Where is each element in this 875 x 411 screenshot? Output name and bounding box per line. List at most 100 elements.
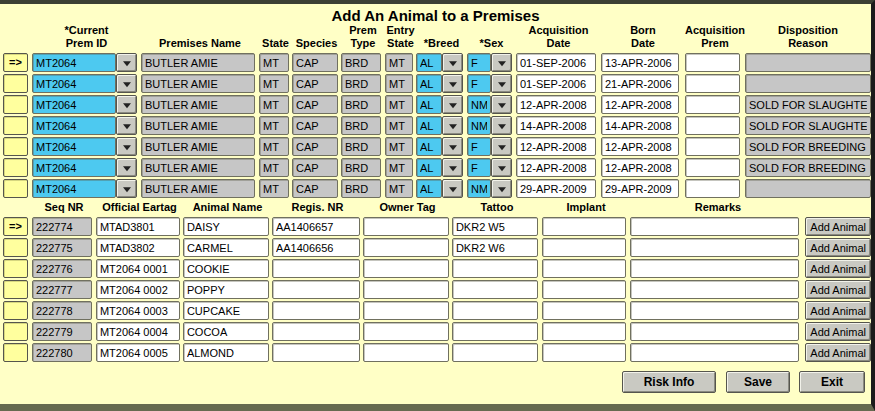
breed-dropdown-button[interactable] — [442, 137, 463, 156]
animal-name-input[interactable] — [183, 301, 269, 320]
animal-name-input[interactable] — [183, 280, 269, 299]
add-animal-button[interactable]: Add Animal — [805, 217, 871, 236]
row-selector[interactable] — [3, 259, 28, 278]
breed-input[interactable] — [416, 179, 442, 198]
prem-id-dropdown-button[interactable] — [116, 158, 137, 177]
acquisition-prem-input[interactable] — [685, 137, 740, 156]
add-animal-button[interactable]: Add Animal — [805, 343, 871, 362]
born-date-input[interactable] — [601, 116, 679, 135]
sex-dropdown-button[interactable] — [491, 116, 512, 135]
acquisition-prem-input[interactable] — [685, 53, 740, 72]
row-selector[interactable]: => — [3, 53, 28, 72]
regis-nr-input[interactable] — [272, 322, 360, 341]
sex-dropdown-button[interactable] — [491, 137, 512, 156]
prem-id-input[interactable] — [32, 74, 116, 93]
owner-tag-input[interactable] — [363, 322, 449, 341]
regis-nr-input[interactable] — [272, 280, 360, 299]
add-animal-button[interactable]: Add Animal — [805, 280, 871, 299]
sex-input[interactable] — [467, 74, 491, 93]
acquisition-prem-input[interactable] — [685, 116, 740, 135]
row-selector[interactable] — [3, 74, 28, 93]
acquisition-date-input[interactable] — [516, 137, 596, 156]
sex-input[interactable] — [467, 179, 491, 198]
acquisition-date-input[interactable] — [516, 95, 596, 114]
regis-nr-input[interactable] — [272, 238, 360, 257]
risk-info-button[interactable]: Risk Info — [622, 371, 716, 393]
prem-id-input[interactable] — [32, 137, 116, 156]
official-eartag-input[interactable] — [96, 259, 180, 278]
acquisition-prem-input[interactable] — [685, 74, 740, 93]
breed-input[interactable] — [416, 74, 442, 93]
row-selector[interactable] — [3, 116, 28, 135]
official-eartag-input[interactable] — [96, 238, 180, 257]
breed-dropdown-button[interactable] — [442, 179, 463, 198]
tattoo-input[interactable] — [452, 259, 538, 278]
add-animal-button[interactable]: Add Animal — [805, 322, 871, 341]
owner-tag-input[interactable] — [363, 259, 449, 278]
owner-tag-input[interactable] — [363, 343, 449, 362]
sex-dropdown-button[interactable] — [491, 74, 512, 93]
breed-dropdown-button[interactable] — [442, 116, 463, 135]
prem-id-dropdown-button[interactable] — [116, 53, 137, 72]
breed-dropdown-button[interactable] — [442, 74, 463, 93]
remarks-input[interactable] — [630, 343, 799, 362]
animal-name-input[interactable] — [183, 238, 269, 257]
tattoo-input[interactable] — [452, 217, 538, 236]
exit-button[interactable]: Exit — [799, 371, 865, 393]
breed-input[interactable] — [416, 158, 442, 177]
animal-name-input[interactable] — [183, 322, 269, 341]
implant-input[interactable] — [542, 217, 626, 236]
acquisition-prem-input[interactable] — [685, 158, 740, 177]
breed-input[interactable] — [416, 95, 442, 114]
row-selector[interactable] — [3, 158, 28, 177]
breed-dropdown-button[interactable] — [442, 158, 463, 177]
prem-id-input[interactable] — [32, 95, 116, 114]
breed-dropdown-button[interactable] — [442, 53, 463, 72]
born-date-input[interactable] — [601, 137, 679, 156]
sex-input[interactable] — [467, 158, 491, 177]
tattoo-input[interactable] — [452, 301, 538, 320]
remarks-input[interactable] — [630, 217, 799, 236]
row-selector[interactable] — [3, 137, 28, 156]
implant-input[interactable] — [542, 280, 626, 299]
official-eartag-input[interactable] — [96, 322, 180, 341]
sex-input[interactable] — [467, 116, 491, 135]
owner-tag-input[interactable] — [363, 238, 449, 257]
animal-name-input[interactable] — [183, 259, 269, 278]
breed-dropdown-button[interactable] — [442, 95, 463, 114]
born-date-input[interactable] — [601, 158, 679, 177]
born-date-input[interactable] — [601, 179, 679, 198]
acquisition-date-input[interactable] — [516, 116, 596, 135]
tattoo-input[interactable] — [452, 322, 538, 341]
prem-id-input[interactable] — [32, 116, 116, 135]
sex-dropdown-button[interactable] — [491, 179, 512, 198]
sex-dropdown-button[interactable] — [491, 158, 512, 177]
sex-dropdown-button[interactable] — [491, 95, 512, 114]
remarks-input[interactable] — [630, 280, 799, 299]
breed-input[interactable] — [416, 53, 442, 72]
implant-input[interactable] — [542, 301, 626, 320]
owner-tag-input[interactable] — [363, 280, 449, 299]
prem-id-input[interactable] — [32, 158, 116, 177]
implant-input[interactable] — [542, 259, 626, 278]
prem-id-dropdown-button[interactable] — [116, 179, 137, 198]
acquisition-date-input[interactable] — [516, 179, 596, 198]
official-eartag-input[interactable] — [96, 343, 180, 362]
add-animal-button[interactable]: Add Animal — [805, 301, 871, 320]
prem-id-dropdown-button[interactable] — [116, 95, 137, 114]
breed-input[interactable] — [416, 116, 442, 135]
sex-input[interactable] — [467, 95, 491, 114]
tattoo-input[interactable] — [452, 343, 538, 362]
implant-input[interactable] — [542, 322, 626, 341]
row-selector[interactable] — [3, 238, 28, 257]
acquisition-prem-input[interactable] — [685, 179, 740, 198]
tattoo-input[interactable] — [452, 238, 538, 257]
owner-tag-input[interactable] — [363, 217, 449, 236]
regis-nr-input[interactable] — [272, 217, 360, 236]
animal-name-input[interactable] — [183, 217, 269, 236]
save-button[interactable]: Save — [726, 371, 790, 393]
tattoo-input[interactable] — [452, 280, 538, 299]
prem-id-dropdown-button[interactable] — [116, 137, 137, 156]
acquisition-date-input[interactable] — [516, 158, 596, 177]
owner-tag-input[interactable] — [363, 301, 449, 320]
